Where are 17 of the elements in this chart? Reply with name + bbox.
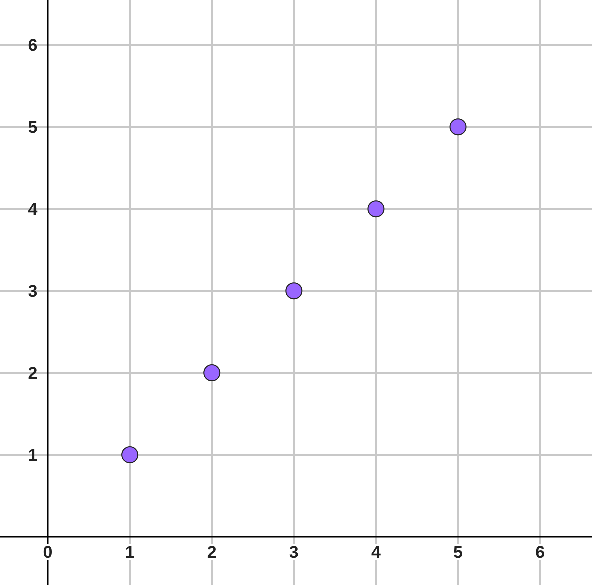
x-tick-label: 3 <box>289 543 299 562</box>
x-tick-label: 1 <box>125 543 135 562</box>
y-tick-label: 5 <box>28 118 38 138</box>
y-tick-label: 1 <box>28 446 38 466</box>
x-tick-label: 2 <box>207 543 217 562</box>
y-tick-label: 3 <box>28 282 38 302</box>
x-tick-label: 6 <box>536 543 546 562</box>
x-tick-label: 5 <box>454 543 463 562</box>
point <box>204 364 221 382</box>
y-tick-label: 4 <box>28 200 38 220</box>
point <box>450 118 467 136</box>
point <box>286 282 303 300</box>
point <box>368 200 385 218</box>
point <box>122 446 139 464</box>
y-tick-label: 6 <box>28 36 38 56</box>
y-tick-label: 2 <box>28 364 38 384</box>
x-tick-label: 4 <box>371 543 382 562</box>
